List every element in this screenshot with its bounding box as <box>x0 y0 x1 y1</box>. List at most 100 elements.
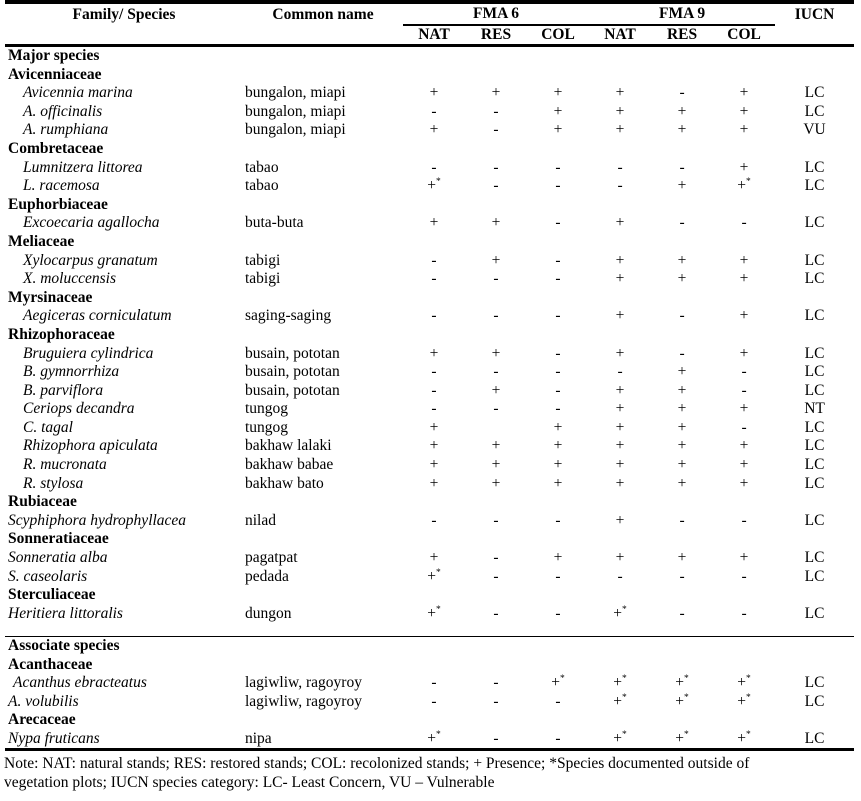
outside-plot-asterisk: * <box>684 692 689 703</box>
col-header-common-name: Common name <box>272 5 374 23</box>
presence-fma6-res: + <box>491 381 501 399</box>
presence-fma9-res: - <box>679 214 685 232</box>
species-row: Nypa fruticans nipa +* - - +* +* +* LC <box>5 730 854 750</box>
presence-fma6-res: - <box>493 363 499 381</box>
presence-fma6-nat: + <box>429 456 439 474</box>
iucn-status: LC <box>804 692 825 710</box>
presence-fma6-res: - <box>493 400 499 418</box>
presence-fma9-res: + <box>677 381 687 399</box>
presence-fma6-res: - <box>493 674 499 692</box>
presence-fma6-col: + <box>553 456 563 474</box>
outside-plot-asterisk: * <box>622 673 627 684</box>
presence-fma9-col: + <box>739 456 749 474</box>
presence-fma9-col: + <box>739 437 749 455</box>
presence-fma6-res: - <box>493 549 499 567</box>
iucn-status: LC <box>804 456 825 474</box>
presence-fma6-col: - <box>555 363 561 381</box>
presence-fma6-nat: + <box>429 474 439 492</box>
presence-fma9-res: + <box>677 400 687 418</box>
species-row: A. officinalis bungalon, miapi - - + + + + LC <box>5 103 854 122</box>
presence-fma6-col: - <box>555 177 561 195</box>
presence-fma6-res: - <box>493 158 499 176</box>
species-name: Xylocarpus granatum <box>23 251 158 269</box>
family-label: Rhizophoraceae <box>8 325 115 343</box>
species-row: C. tagal tungog + + + + - LC <box>5 419 854 438</box>
iucn-status: LC <box>804 381 825 399</box>
presence-fma6-nat: + <box>429 549 439 567</box>
family-label: Arecaceae <box>8 711 76 729</box>
species-row: B. gymnorrhiza busain, pototan - - - - + - LC <box>5 363 854 382</box>
iucn-status: LC <box>804 214 825 232</box>
presence-fma9-nat: + <box>615 437 625 455</box>
iucn-status: VU <box>803 121 826 139</box>
presence-fma6-res <box>465 419 527 438</box>
family-row: Avicenniaceae <box>5 66 854 85</box>
col-header-fma6-nat: NAT <box>418 26 450 43</box>
presence-fma9-col: + <box>739 474 749 492</box>
note-line-1: Note: NAT: natural stands; RES: restored… <box>4 755 750 773</box>
common-name: tungog <box>245 418 289 436</box>
presence-fma9-nat: + <box>615 549 625 567</box>
family-label: Euphorbiaceae <box>8 195 108 213</box>
species-row: R. stylosa bakhaw bato + + + + + + LC <box>5 475 854 494</box>
presence-fma6-col: - <box>555 158 561 176</box>
outside-plot-asterisk: * <box>436 567 441 578</box>
header-spacer <box>243 25 403 46</box>
family-row: Arecaceae <box>5 711 854 730</box>
family-row: Meliaceae <box>5 233 854 252</box>
presence-fma9-res: + <box>677 437 687 455</box>
common-name: bakhaw lalaki <box>245 437 332 455</box>
species-name: S. caseolaris <box>8 567 88 585</box>
species-row: Acanthus ebracteatus lagiwliw, ragoyroy - -… <box>5 674 854 693</box>
species-row: Sonneratia alba pagatpat + - + + + + LC <box>5 549 854 568</box>
family-label: Combretaceae <box>8 139 104 157</box>
outside-plot-asterisk: * <box>746 692 751 703</box>
presence-fma9-nat: + <box>615 270 625 288</box>
common-name: tungog <box>245 400 289 418</box>
presence-fma6-nat: - <box>431 511 437 529</box>
family-row: Euphorbiaceae <box>5 196 854 215</box>
common-name: lagiwliw, ragoyroy <box>245 674 362 692</box>
presence-fma9-nat: +* <box>613 604 627 622</box>
presence-fma6-nat: + <box>429 418 439 436</box>
presence-fma9-nat: - <box>617 158 623 176</box>
presence-fma6-nat: +* <box>427 604 441 622</box>
iucn-status: LC <box>804 84 825 102</box>
presence-fma6-col: - <box>555 692 561 710</box>
presence-fma9-col: - <box>741 567 747 585</box>
presence-fma9-col: +* <box>737 673 751 692</box>
presence-fma6-nat: +* <box>427 567 441 585</box>
common-name: tabao <box>245 158 279 176</box>
presence-fma9-res: +* <box>675 692 689 710</box>
table-body: Major species Avicenniaceae Avicennia mari… <box>5 46 855 750</box>
species-row: A. volubilis lagiwliw, ragoyroy - - - +* +* +* L… <box>5 693 854 712</box>
presence-fma6-col: - <box>555 729 561 747</box>
presence-fma6-res: - <box>493 729 499 747</box>
presence-fma6-nat: + <box>429 214 439 232</box>
presence-fma9-col: + <box>739 158 749 176</box>
iucn-status: LC <box>804 437 825 455</box>
presence-fma9-col: + <box>739 400 749 418</box>
iucn-status: LC <box>804 363 825 381</box>
presence-fma9-res: + <box>677 270 687 288</box>
presence-fma6-res: + <box>491 84 501 102</box>
presence-fma6-res: - <box>493 567 499 585</box>
species-row: Xylocarpus granatum tabigi - + - + + + LC <box>5 252 854 271</box>
common-name: buta-buta <box>245 214 304 232</box>
presence-fma6-col: + <box>553 418 563 436</box>
presence-fma6-res: - <box>493 102 499 120</box>
header-spacer <box>5 25 243 46</box>
species-row: Excoecaria agallocha buta-buta + + - + - - LC <box>5 214 854 233</box>
presence-fma9-col: - <box>741 381 747 399</box>
presence-fma9-nat: - <box>617 177 623 195</box>
presence-fma6-res: + <box>491 344 501 362</box>
col-header-fma9-nat: NAT <box>604 26 636 43</box>
iucn-status: NT <box>804 400 825 418</box>
iucn-status: LC <box>804 549 825 567</box>
species-row: B. parviflora busain, pototan - + - + + - LC <box>5 382 854 401</box>
presence-fma9-col: + <box>739 84 749 102</box>
species-name: Nypa fruticans <box>8 729 100 747</box>
presence-fma6-nat: +* <box>427 177 441 195</box>
species-row: Aegiceras corniculatum saging-saging - - - + -… <box>5 307 854 326</box>
